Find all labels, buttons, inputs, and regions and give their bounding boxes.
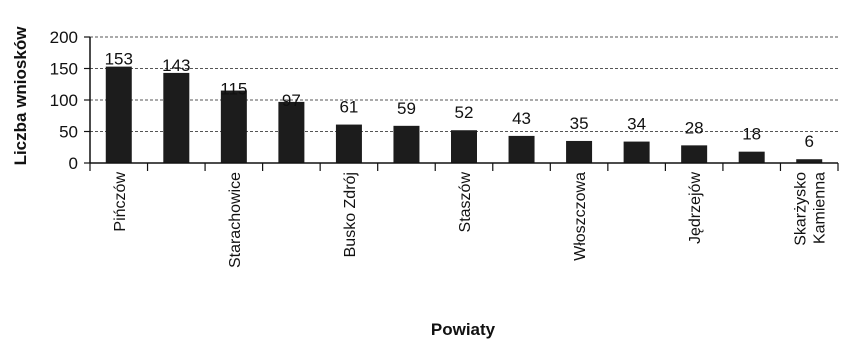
bar bbox=[335, 124, 362, 163]
bar bbox=[393, 125, 420, 163]
bar bbox=[278, 101, 305, 163]
value-label: 59 bbox=[397, 99, 416, 118]
bar bbox=[105, 66, 132, 163]
value-label: 28 bbox=[685, 118, 704, 137]
bar bbox=[796, 159, 823, 163]
x-category-label: Włoszczowa bbox=[572, 172, 589, 261]
value-label: 115 bbox=[220, 80, 247, 99]
value-label: 35 bbox=[570, 114, 589, 133]
x-category-label: Jędrzejów bbox=[687, 172, 704, 244]
value-label: 6 bbox=[804, 132, 813, 151]
y-tick-label: 50 bbox=[59, 123, 78, 142]
bar bbox=[220, 90, 247, 163]
value-label: 153 bbox=[105, 50, 133, 69]
y-tick-label: 150 bbox=[50, 60, 78, 79]
value-label: 52 bbox=[455, 103, 474, 122]
bar bbox=[623, 141, 650, 163]
x-axis-category-labels: Pińczów Starachowice Busko Zdrój Staszów Wło… bbox=[112, 172, 829, 268]
x-category-label: Starachowice bbox=[227, 172, 244, 268]
x-category-label: Staszów bbox=[457, 172, 474, 233]
y-tick-label: 0 bbox=[69, 154, 78, 173]
y-axis-ticks: 0 50 100 150 200 bbox=[50, 28, 90, 173]
bar bbox=[451, 130, 477, 163]
bar bbox=[681, 145, 708, 163]
value-label: 43 bbox=[512, 109, 531, 128]
x-category-label: Pińczów bbox=[112, 172, 129, 232]
x-category-label: Busko Zdrój bbox=[342, 172, 359, 257]
bars bbox=[105, 66, 823, 163]
x-category-label: Skarżysko bbox=[793, 172, 810, 246]
value-labels: 153 143 115 97 61 59 52 43 35 34 28 18 6 bbox=[105, 50, 814, 152]
axes bbox=[89, 37, 839, 171]
bar bbox=[738, 151, 765, 163]
x-category-label: Kamienna bbox=[812, 172, 829, 244]
y-axis-title: Liczba wniosków bbox=[11, 26, 30, 166]
value-label: 61 bbox=[339, 98, 358, 117]
y-tick-label: 100 bbox=[50, 91, 78, 110]
value-label: 34 bbox=[627, 115, 646, 134]
value-label: 97 bbox=[282, 91, 301, 110]
bar bbox=[163, 72, 190, 163]
value-label: 18 bbox=[742, 125, 761, 144]
y-tick-label: 200 bbox=[50, 28, 78, 47]
value-label: 143 bbox=[162, 56, 190, 75]
bar bbox=[566, 140, 593, 163]
x-axis-title: Powiaty bbox=[431, 320, 496, 339]
bar bbox=[508, 135, 535, 163]
